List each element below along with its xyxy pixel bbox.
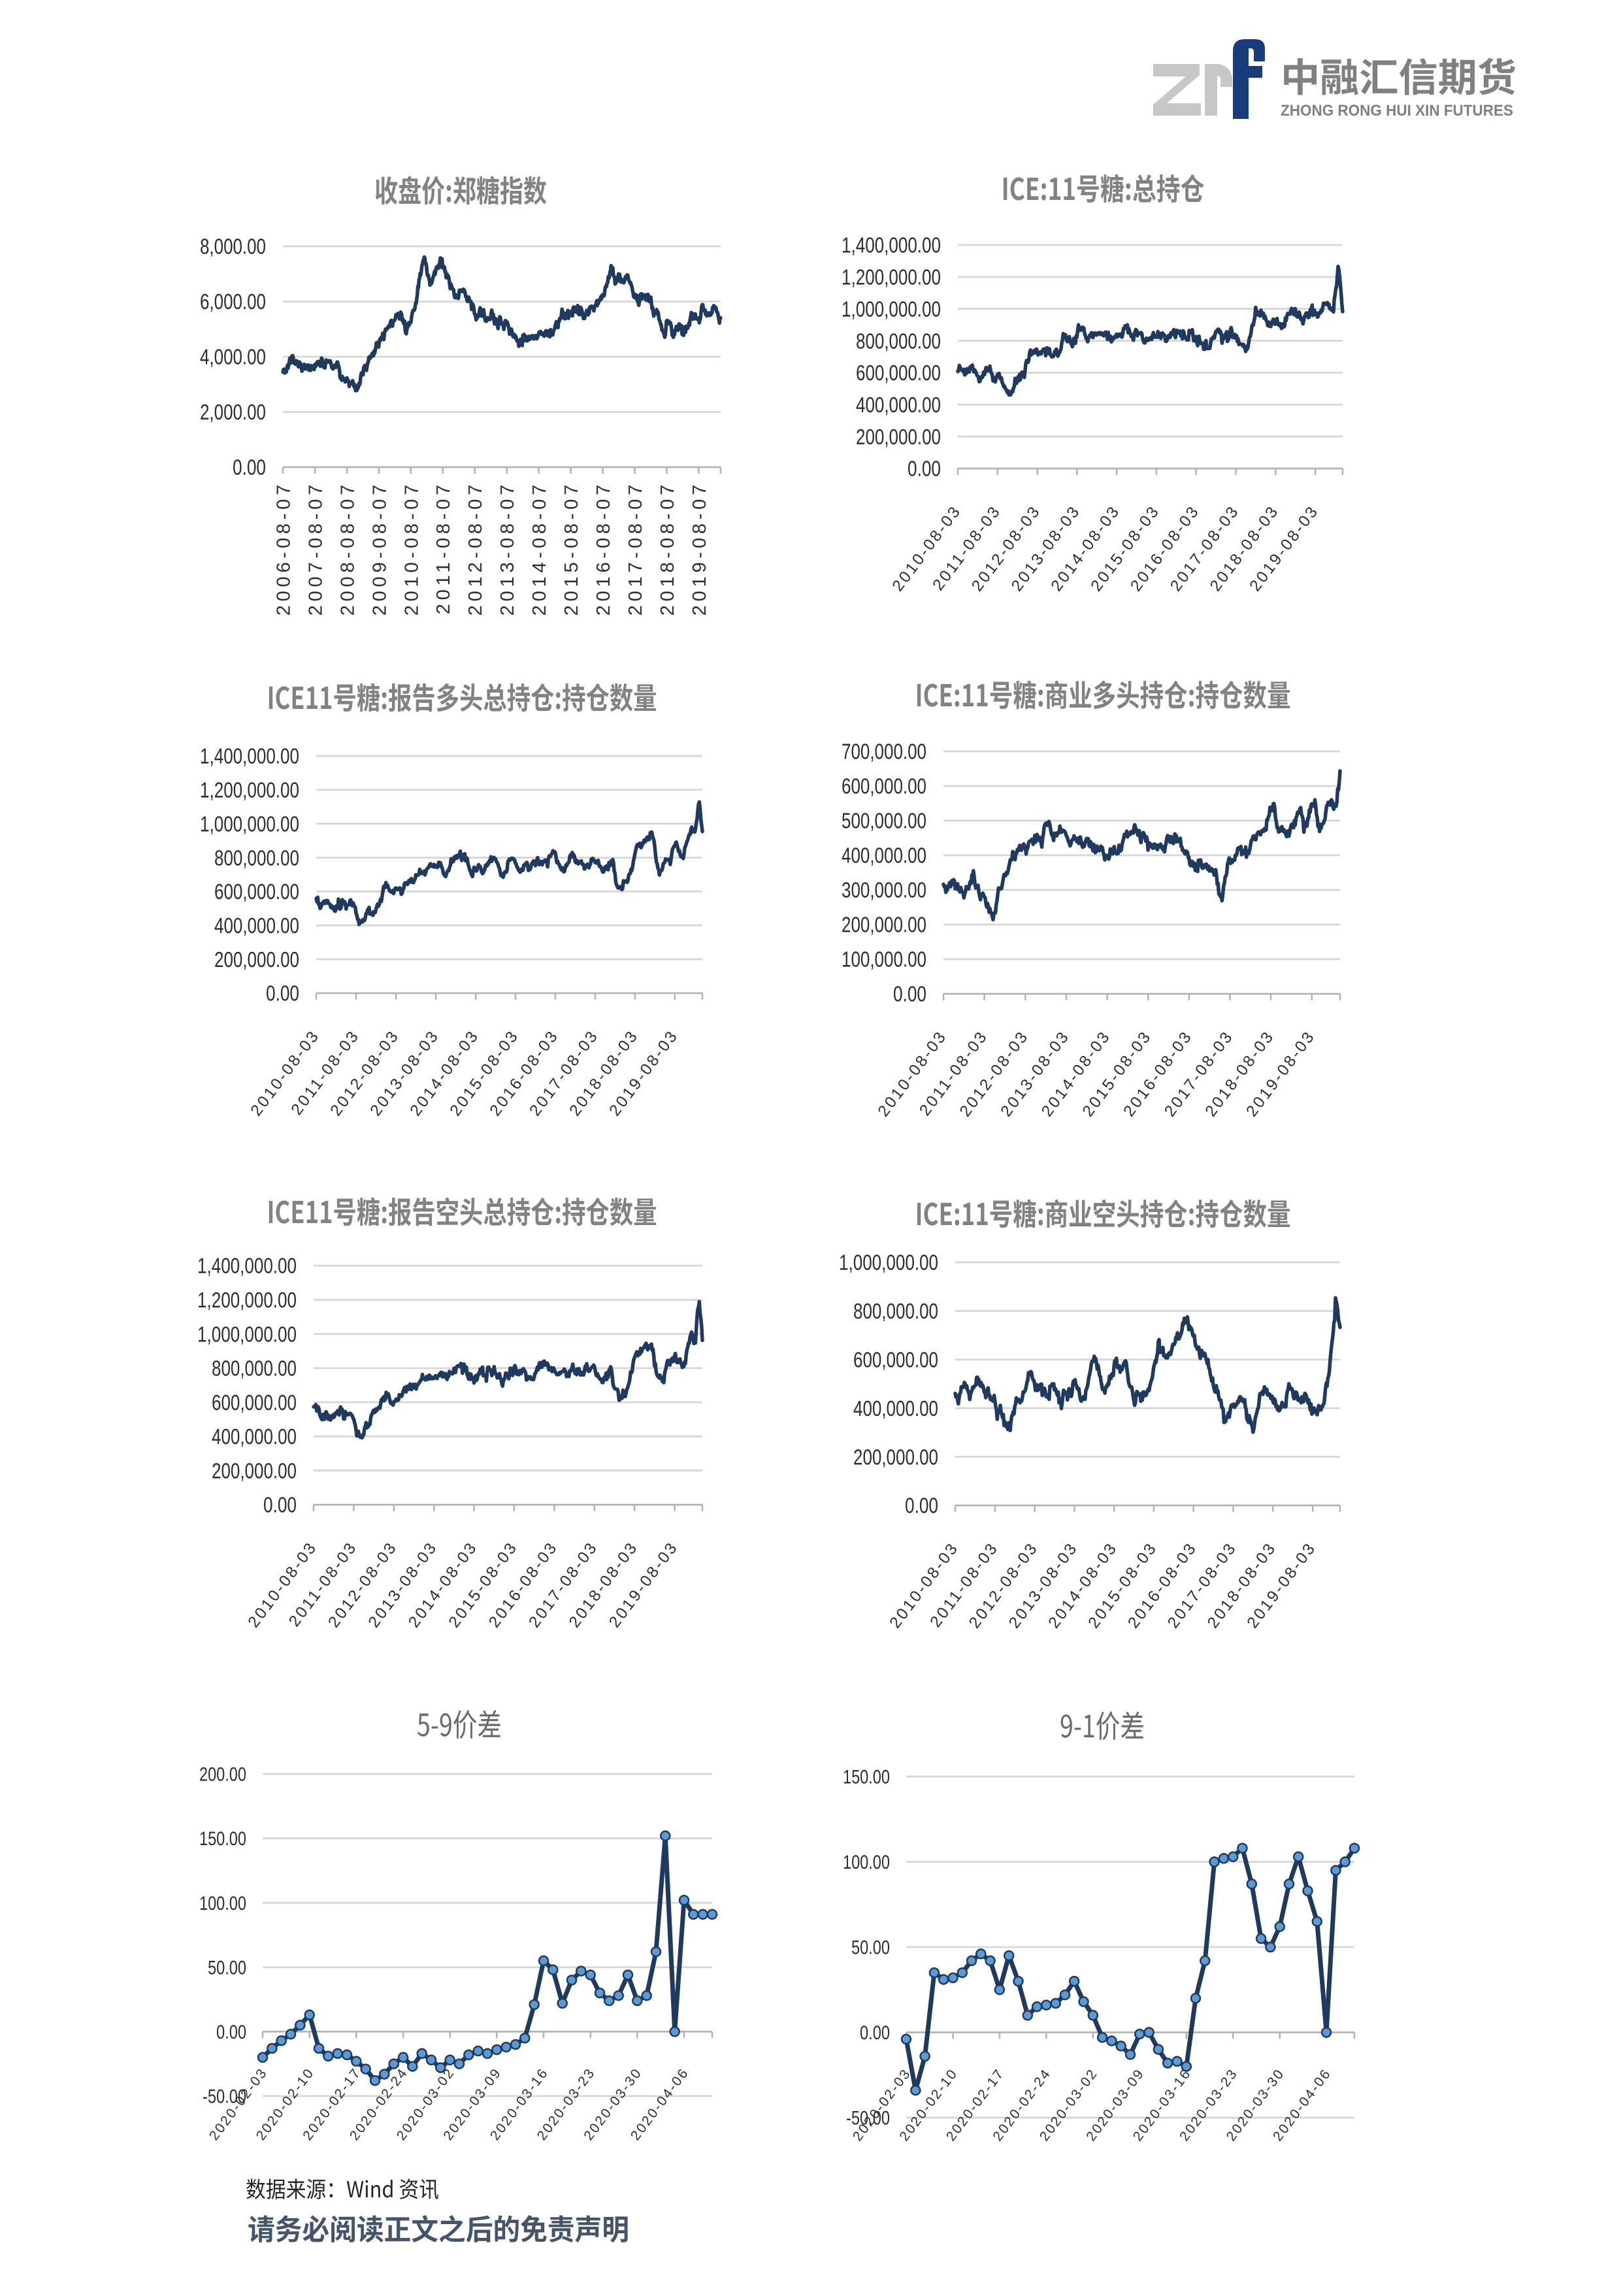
svg-text:2019-08-07: 2019-08-07 <box>689 481 710 615</box>
svg-text:2,000.00: 2,000.00 <box>200 400 266 424</box>
svg-text:200,000.00: 200,000.00 <box>853 1445 938 1469</box>
svg-text:1,000,000.00: 1,000,000.00 <box>839 1251 938 1275</box>
svg-text:0.00: 0.00 <box>266 981 299 1006</box>
svg-text:700,000.00: 700,000.00 <box>842 740 926 764</box>
svg-text:200,000.00: 200,000.00 <box>212 1458 297 1483</box>
svg-text:-50.00: -50.00 <box>203 2086 246 2108</box>
svg-text:2018-08-07: 2018-08-07 <box>657 481 678 615</box>
svg-text:200.00: 200.00 <box>199 1764 246 1786</box>
svg-text:2007-08-07: 2007-08-07 <box>305 481 326 615</box>
svg-text:100.00: 100.00 <box>843 1852 890 1873</box>
svg-text:0.00: 0.00 <box>216 2022 246 2043</box>
svg-text:2016-08-07: 2016-08-07 <box>593 481 614 615</box>
svg-text:0.00: 0.00 <box>233 455 266 480</box>
svg-text:2011-08-07: 2011-08-07 <box>433 481 454 614</box>
svg-text:-50.00: -50.00 <box>846 2108 890 2129</box>
svg-text:0.00: 0.00 <box>263 1493 297 1517</box>
svg-text:1,000,000.00: 1,000,000.00 <box>842 297 941 321</box>
svg-text:1,000,000.00: 1,000,000.00 <box>200 812 299 836</box>
svg-text:2010-08-07: 2010-08-07 <box>401 481 422 615</box>
svg-text:2012-08-07: 2012-08-07 <box>465 481 486 615</box>
svg-text:2015-08-07: 2015-08-07 <box>561 481 582 615</box>
svg-text:150.00: 150.00 <box>843 1767 890 1788</box>
svg-text:0.00: 0.00 <box>893 982 926 1006</box>
svg-text:400,000.00: 400,000.00 <box>842 844 926 868</box>
svg-text:0.00: 0.00 <box>860 2022 890 2044</box>
svg-text:400,000.00: 400,000.00 <box>853 1396 938 1420</box>
svg-text:800,000.00: 800,000.00 <box>212 1356 297 1381</box>
svg-text:50.00: 50.00 <box>851 1937 890 1959</box>
svg-text:1,400,000.00: 1,400,000.00 <box>200 744 299 768</box>
svg-text:600,000.00: 600,000.00 <box>853 1348 938 1372</box>
svg-text:2006-08-07: 2006-08-07 <box>273 481 294 615</box>
svg-text:300,000.00: 300,000.00 <box>842 878 926 902</box>
svg-text:2014-08-07: 2014-08-07 <box>529 481 550 615</box>
svg-text:200,000.00: 200,000.00 <box>842 913 926 937</box>
svg-text:800,000.00: 800,000.00 <box>856 329 941 353</box>
svg-text:1,000,000.00: 1,000,000.00 <box>197 1322 297 1346</box>
svg-text:1,200,000.00: 1,200,000.00 <box>842 265 941 289</box>
svg-text:4,000.00: 4,000.00 <box>200 345 266 369</box>
svg-text:1,400,000.00: 1,400,000.00 <box>197 1254 297 1278</box>
svg-text:400,000.00: 400,000.00 <box>214 913 299 938</box>
svg-text:800,000.00: 800,000.00 <box>214 845 299 870</box>
svg-text:200,000.00: 200,000.00 <box>214 947 299 972</box>
svg-text:50.00: 50.00 <box>208 1958 246 1979</box>
svg-text:0.00: 0.00 <box>905 1494 938 1518</box>
svg-text:8,000.00: 8,000.00 <box>200 235 266 259</box>
svg-text:1,400,000.00: 1,400,000.00 <box>842 233 941 257</box>
svg-text:150.00: 150.00 <box>199 1828 246 1850</box>
svg-text:2013-08-07: 2013-08-07 <box>497 481 518 615</box>
svg-text:2008-08-07: 2008-08-07 <box>337 481 358 615</box>
svg-text:1,200,000.00: 1,200,000.00 <box>197 1288 297 1312</box>
svg-text:800,000.00: 800,000.00 <box>853 1299 938 1323</box>
svg-text:2017-08-07: 2017-08-07 <box>625 481 646 615</box>
svg-text:6,000.00: 6,000.00 <box>200 289 266 314</box>
svg-text:500,000.00: 500,000.00 <box>842 809 926 833</box>
svg-text:200,000.00: 200,000.00 <box>856 425 941 449</box>
svg-text:100.00: 100.00 <box>199 1893 246 1914</box>
svg-text:400,000.00: 400,000.00 <box>212 1424 297 1449</box>
svg-text:100,000.00: 100,000.00 <box>842 947 926 972</box>
svg-text:600,000.00: 600,000.00 <box>856 361 941 385</box>
svg-text:600,000.00: 600,000.00 <box>212 1390 297 1415</box>
svg-text:0.00: 0.00 <box>908 457 941 481</box>
svg-text:1,200,000.00: 1,200,000.00 <box>200 778 299 802</box>
svg-text:ZHONG RONG HUI XIN FUTURES: ZHONG RONG HUI XIN FUTURES <box>1281 102 1513 120</box>
svg-text:600,000.00: 600,000.00 <box>842 774 926 798</box>
svg-text:600,000.00: 600,000.00 <box>214 879 299 904</box>
svg-text:400,000.00: 400,000.00 <box>856 393 941 417</box>
svg-text:2009-08-07: 2009-08-07 <box>369 481 390 615</box>
